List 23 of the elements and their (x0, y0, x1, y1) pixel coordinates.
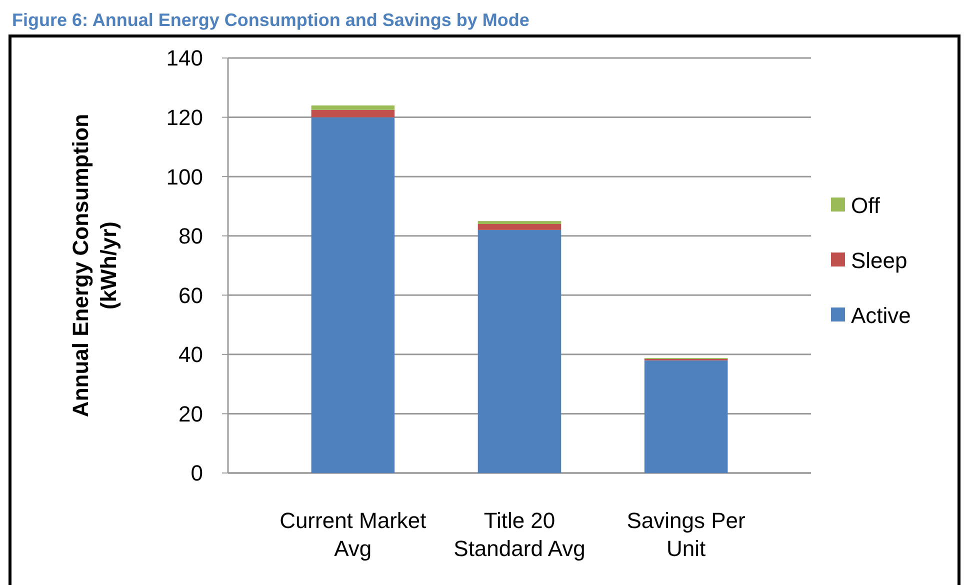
bar (311, 110, 395, 118)
bar (478, 224, 562, 230)
legend-label: Active (851, 303, 911, 328)
x-tick-label: Title 20 Standard Avg (454, 508, 586, 561)
bar (478, 230, 562, 473)
y-tick-label: 0 (190, 460, 203, 486)
legend-label: Off (851, 193, 881, 218)
bar (311, 105, 395, 110)
bar (311, 117, 395, 473)
legend-label: Sleep (851, 248, 908, 274)
y-tick-label: 60 (178, 282, 203, 308)
y-axis-title: Annual Energy Consumption (kWh/yr) (68, 114, 121, 418)
bar (478, 221, 562, 224)
bar (644, 360, 728, 473)
y-tick-label: 20 (178, 401, 203, 426)
chart-title: Figure 6: Annual Energy Consumption and Savings by Mode (12, 10, 530, 30)
x-tick-label: Current Market Avg (280, 508, 426, 561)
y-tick-label: 140 (166, 46, 203, 71)
y-tick-label: 120 (166, 104, 203, 130)
y-tick-label: 40 (178, 342, 203, 368)
x-tick-label: Savings Per Unit (626, 508, 746, 561)
y-tick-label: 100 (166, 164, 203, 190)
y-tick-label: 80 (178, 224, 203, 249)
